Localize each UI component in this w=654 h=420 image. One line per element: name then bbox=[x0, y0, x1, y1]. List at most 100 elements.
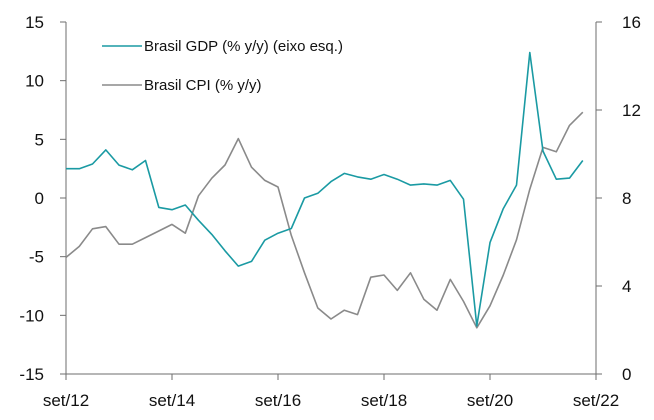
cpi-data-point bbox=[237, 137, 239, 139]
gdp-data-point bbox=[356, 176, 358, 178]
cpi-data-point bbox=[462, 300, 464, 302]
gdp-data-point bbox=[158, 206, 160, 208]
gdp-data-point bbox=[462, 198, 464, 200]
cpi-data-point bbox=[529, 188, 531, 190]
gdp-data-point bbox=[211, 233, 213, 235]
cpi-data-point bbox=[449, 278, 451, 280]
cpi-data-point bbox=[277, 186, 279, 188]
gdp-data-point bbox=[250, 260, 252, 262]
gdp-data-point bbox=[290, 227, 292, 229]
gdp-data-point bbox=[502, 207, 504, 209]
gdp-data-point bbox=[529, 51, 531, 53]
cpi-data-point bbox=[211, 177, 213, 179]
cpi-data-point bbox=[303, 272, 305, 274]
gdp-data-point bbox=[542, 150, 544, 152]
gdp-data-point bbox=[370, 178, 372, 180]
x-tick-label: set/16 bbox=[255, 391, 301, 410]
cpi-data-point bbox=[184, 232, 186, 234]
cpi-data-point bbox=[250, 166, 252, 168]
cpi-data-point bbox=[568, 124, 570, 126]
gdp-data-point bbox=[436, 184, 438, 186]
cpi-data-point bbox=[502, 274, 504, 276]
cpi-data-point bbox=[436, 309, 438, 311]
gdp-data-point bbox=[224, 250, 226, 252]
cpi-data-point bbox=[65, 256, 67, 258]
gdp-data-point bbox=[515, 184, 517, 186]
x-tick-label: set/18 bbox=[361, 391, 407, 410]
legend: Brasil GDP (% y/y) (eixo esq.) Brasil CPI… bbox=[102, 38, 343, 94]
cpi-data-point bbox=[317, 307, 319, 309]
cpi-data-point bbox=[515, 239, 517, 241]
y-right-tick-label: 8 bbox=[622, 189, 631, 208]
cpi-data-point bbox=[555, 151, 557, 153]
gdp-data-point bbox=[264, 239, 266, 241]
axes-group bbox=[65, 22, 597, 375]
cpi-data-point bbox=[171, 223, 173, 225]
y-right-tick-label: 12 bbox=[622, 101, 641, 120]
gdp-legend-label: Brasil GDP (% y/y) (eixo esq.) bbox=[144, 38, 343, 55]
cpi-data-point bbox=[118, 243, 120, 245]
y-left-tick-label: 15 bbox=[25, 13, 44, 32]
gdp-data-point bbox=[317, 192, 319, 194]
gdp-data-point bbox=[343, 172, 345, 174]
cpi-data-point bbox=[131, 243, 133, 245]
cpi-data-point bbox=[78, 245, 80, 247]
y-right-tick-label: 4 bbox=[622, 277, 631, 296]
gdp-data-point bbox=[277, 232, 279, 234]
cpi-data-point bbox=[370, 276, 372, 278]
y-left-tick-label: -10 bbox=[19, 306, 44, 325]
cpi-series-line bbox=[65, 111, 584, 329]
gdp-data-point bbox=[131, 169, 133, 171]
gdp-data-point bbox=[476, 325, 478, 327]
cpi-data-point bbox=[264, 179, 266, 181]
cpi-data-point bbox=[290, 234, 292, 236]
cpi-data-point bbox=[409, 272, 411, 274]
gdp-data-point bbox=[237, 265, 239, 267]
cpi-data-point bbox=[383, 274, 385, 276]
gdp-data-point bbox=[396, 178, 398, 180]
cpi-data-point bbox=[330, 318, 332, 320]
ticks-group: -15 -10 -5 0 5 10 15 0 4 8 12 16 set/12 set/14 set/16 s… bbox=[19, 13, 641, 410]
cpi-data-point bbox=[144, 236, 146, 238]
x-tick-label: set/20 bbox=[467, 391, 513, 410]
y-right-tick-label: 16 bbox=[622, 13, 641, 32]
gdp-data-point bbox=[489, 241, 491, 243]
cpi-data-point bbox=[105, 225, 107, 227]
gdp-data-point bbox=[303, 197, 305, 199]
gdp-data-point bbox=[330, 180, 332, 182]
cpi-legend-label: Brasil CPI (% y/y) bbox=[144, 77, 262, 94]
x-tick-label: set/12 bbox=[43, 391, 89, 410]
gdp-data-point bbox=[78, 168, 80, 170]
cpi-data-point bbox=[489, 305, 491, 307]
gdp-data-point bbox=[144, 159, 146, 161]
y-left-tick-label: 10 bbox=[25, 72, 44, 91]
cpi-data-point bbox=[343, 309, 345, 311]
gdp-data-point bbox=[118, 164, 120, 166]
gdp-data-point bbox=[91, 163, 93, 165]
y-right-tick-label: 0 bbox=[622, 365, 631, 384]
gdp-data-point bbox=[423, 183, 425, 185]
gdp-data-point bbox=[568, 177, 570, 179]
gdp-data-point bbox=[409, 184, 411, 186]
y-left-tick-label: 0 bbox=[35, 189, 44, 208]
x-tick-label: set/22 bbox=[573, 391, 619, 410]
gdp-data-point bbox=[171, 209, 173, 211]
cpi-data-point bbox=[91, 228, 93, 230]
gdp-data-point bbox=[555, 178, 557, 180]
series-group bbox=[65, 51, 584, 329]
cpi-data-point bbox=[396, 289, 398, 291]
gdp-series-line bbox=[66, 51, 584, 327]
cpi-data-point bbox=[356, 313, 358, 315]
x-tick-label: set/14 bbox=[149, 391, 195, 410]
cpi-data-point bbox=[224, 164, 226, 166]
gdp-data-point bbox=[184, 204, 186, 206]
y-left-tick-label: -5 bbox=[29, 248, 44, 267]
gdp-data-point bbox=[582, 159, 584, 161]
y-left-tick-label: 5 bbox=[35, 130, 44, 149]
cpi-data-point bbox=[423, 298, 425, 300]
cpi-data-point bbox=[197, 195, 199, 197]
cpi-data-point bbox=[158, 230, 160, 232]
y-left-tick-label: -15 bbox=[19, 365, 44, 384]
